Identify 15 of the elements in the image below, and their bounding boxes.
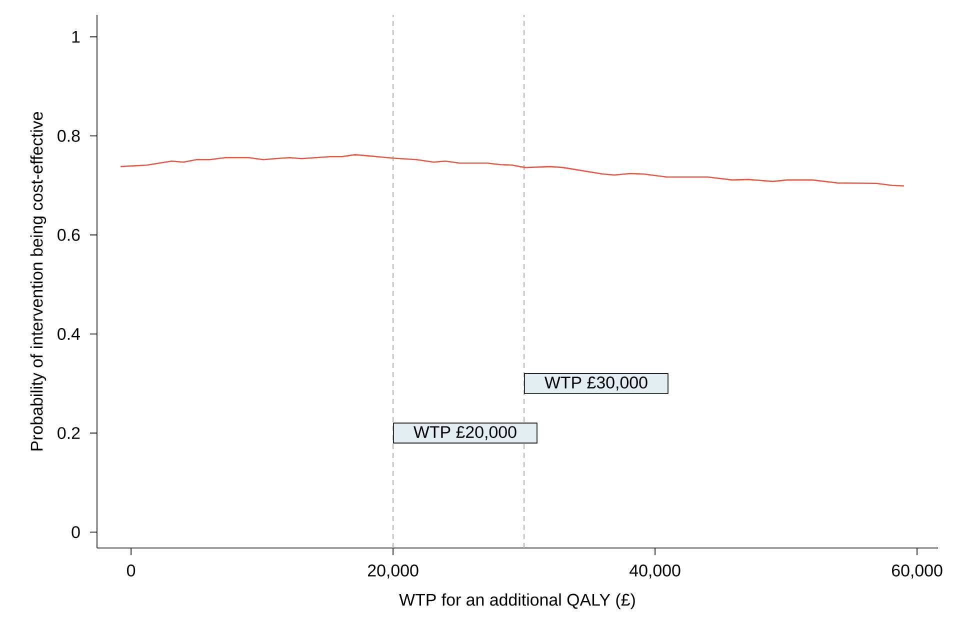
annotation: WTP £30,000: [544, 376, 648, 391]
annotation: WTP £20,000: [414, 426, 516, 440]
y-tick-label: 0: [72, 526, 80, 538]
x-tick-label: 40,000: [630, 564, 680, 579]
y-tick-label: 0.8: [58, 130, 80, 142]
x-tick-label: 20,000: [368, 564, 418, 579]
y-tick-label: 0.4: [58, 328, 80, 340]
x-tick-label: 0: [127, 564, 136, 577]
x-axis-title: WTP for an additional QALY (£): [399, 593, 635, 610]
y-axis-title: Probability of intervention being cost-effective: [30, 112, 46, 450]
x-tick-label: 60,000: [892, 564, 942, 579]
y-tick-label: 1: [72, 30, 80, 43]
y-tick-label: 0.2: [58, 427, 80, 440]
y-tick-label: 0.6: [58, 228, 80, 241]
line-series: [120, 154, 905, 187]
